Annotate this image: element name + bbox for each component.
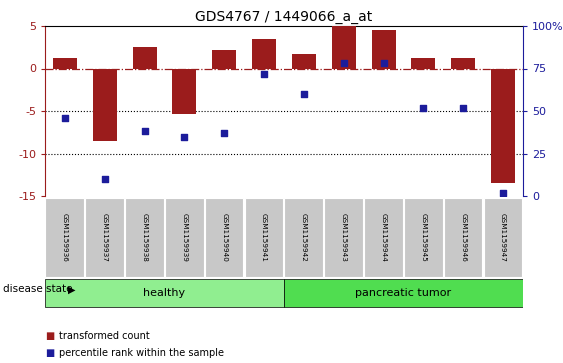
Bar: [332, 26, 356, 69]
Text: GSM1159937: GSM1159937: [102, 213, 108, 261]
FancyBboxPatch shape: [444, 197, 482, 277]
Text: ■: ■: [45, 331, 54, 341]
FancyBboxPatch shape: [205, 197, 243, 277]
FancyBboxPatch shape: [364, 197, 403, 277]
Bar: [292, 54, 316, 69]
Text: GSM1159946: GSM1159946: [460, 213, 466, 261]
Text: GSM1159941: GSM1159941: [261, 213, 267, 261]
Text: percentile rank within the sample: percentile rank within the sample: [59, 347, 224, 358]
Point: [140, 129, 149, 134]
FancyBboxPatch shape: [165, 197, 204, 277]
Text: GSM1159943: GSM1159943: [341, 213, 347, 261]
FancyBboxPatch shape: [46, 197, 84, 277]
Text: GSM1159938: GSM1159938: [141, 213, 148, 261]
FancyBboxPatch shape: [324, 197, 363, 277]
Text: transformed count: transformed count: [59, 331, 150, 341]
Text: ▶: ▶: [68, 284, 75, 294]
Text: healthy: healthy: [144, 288, 186, 298]
Text: GSM1159936: GSM1159936: [62, 213, 68, 261]
Point: [459, 105, 468, 110]
Point: [220, 130, 229, 136]
Bar: [133, 47, 157, 69]
Text: GSM1159939: GSM1159939: [181, 213, 187, 261]
FancyBboxPatch shape: [284, 197, 323, 277]
Bar: [252, 39, 276, 69]
Text: GSM1159947: GSM1159947: [500, 213, 506, 261]
FancyBboxPatch shape: [125, 197, 164, 277]
Point: [339, 61, 348, 66]
Bar: [372, 30, 396, 69]
Text: GSM1159944: GSM1159944: [381, 213, 387, 261]
Text: pancreatic tumor: pancreatic tumor: [355, 288, 452, 298]
Bar: [452, 58, 475, 69]
Title: GDS4767 / 1449066_a_at: GDS4767 / 1449066_a_at: [195, 9, 373, 24]
Text: GSM1159940: GSM1159940: [221, 213, 227, 261]
FancyBboxPatch shape: [45, 278, 284, 307]
Point: [419, 105, 428, 110]
Bar: [93, 69, 117, 141]
Text: disease state: disease state: [3, 284, 72, 294]
Bar: [212, 50, 236, 69]
Point: [100, 176, 109, 182]
FancyBboxPatch shape: [244, 197, 283, 277]
Bar: [53, 58, 77, 69]
Point: [60, 115, 69, 121]
Text: GSM1159942: GSM1159942: [301, 213, 307, 261]
Bar: [172, 69, 196, 114]
FancyBboxPatch shape: [484, 197, 522, 277]
Text: GSM1159945: GSM1159945: [421, 213, 426, 261]
Point: [260, 71, 269, 77]
Bar: [491, 69, 515, 183]
Point: [180, 134, 189, 139]
FancyBboxPatch shape: [284, 278, 523, 307]
Bar: [412, 58, 435, 69]
Text: ■: ■: [45, 347, 54, 358]
Point: [379, 61, 388, 66]
Point: [300, 91, 309, 97]
FancyBboxPatch shape: [85, 197, 124, 277]
FancyBboxPatch shape: [404, 197, 443, 277]
Point: [499, 190, 508, 196]
